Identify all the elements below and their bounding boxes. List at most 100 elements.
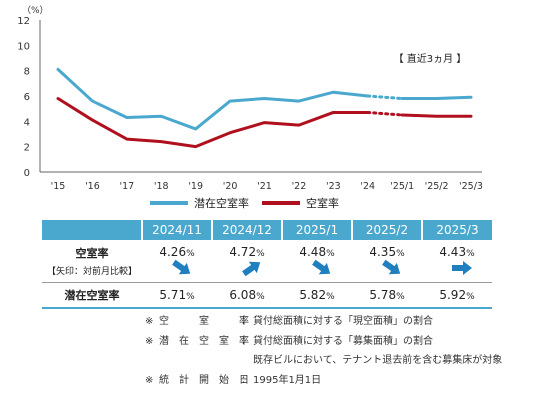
note-text: 貸付総面積に対する「募集面積」の割合 (253, 335, 433, 347)
vacancy-cell: 4.43% (422, 240, 492, 283)
vacancy-value: 4.48 (299, 244, 327, 259)
x-tick-label: '22 (292, 181, 307, 192)
note-text: 貸付総面積に対する「現空面積」の割合 (253, 316, 433, 327)
note-line: ※ 潜 在 空 室 率： 貸付総面積に対する「募集面積」の割合 (145, 332, 525, 352)
table-header-month: 2025/3 (421, 220, 492, 240)
series-line (56, 67, 370, 131)
trend-arrow-icon (240, 259, 264, 277)
vacancy-chart: （%） 0 2 4 6 8 10 12 '15 '16 '17 '18 '19 '20 '21 '22 '23 '… (17, 5, 483, 210)
note-term: 統 計 開 始 日 (159, 374, 249, 386)
note-mark: ※ (145, 316, 154, 327)
series-dashed-segment (366, 110, 404, 117)
x-tick-label: '16 (85, 181, 100, 192)
y-tick-label: 0 (24, 168, 30, 179)
pct-symbol: % (466, 291, 475, 302)
arrow-up-right-icon (242, 261, 261, 276)
latent-cell: 5.78% (352, 282, 422, 309)
vacancy-cell: 4.72% (212, 240, 282, 283)
note-line: ※ 空 室 率： 貸付総面積に対する「現空面積」の割合 (145, 312, 525, 332)
pct-symbol: % (396, 291, 405, 302)
rate-table-wrap: 2024/11 2024/12 2025/1 2025/2 2025/3 空室率… (42, 220, 492, 309)
latent-cell: 5.82% (282, 282, 352, 309)
latent-cell: 5.92% (422, 282, 492, 309)
latent-row-label: 潜在空室率 (42, 282, 142, 309)
recent-months-annotation: 【 直近3ヵ月 】 (394, 52, 467, 65)
note-colon: ： (241, 335, 251, 347)
trend-arrow-icon (380, 259, 404, 277)
trend-arrow-icon (450, 259, 474, 277)
table-header-row: 2024/11 2024/12 2025/1 2025/2 2025/3 (42, 220, 492, 240)
y-tick-label: 4 (24, 117, 30, 128)
series-dashed-segment (366, 94, 404, 101)
notes: ※ 空 室 率： 貸付総面積に対する「現空面積」の割合 ※ 潜 在 空 室 率： 貸付総… (145, 312, 525, 390)
pct-symbol: % (466, 248, 475, 259)
pct-symbol: % (396, 248, 405, 259)
x-tick-label: '24 (360, 181, 375, 192)
arrow-down-right-icon (312, 259, 331, 275)
y-tick-label: 12 (17, 16, 30, 27)
note-term: 潜 在 空 室 率 (159, 335, 249, 347)
latent-row: 潜在空室率 5.71% 6.08% 5.82% 5.78% 5.92% (42, 282, 492, 309)
x-tick-label: '25/3 (459, 181, 483, 192)
note-line: 既存ビルにおいて、テナント退去前を含む募集床が対象 (145, 351, 525, 371)
vacancy-value: 4.43 (439, 244, 467, 259)
y-unit-label: （%） (22, 5, 49, 16)
note-text: 既存ビルにおいて、テナント退去前を含む募集床が対象 (253, 355, 503, 366)
series-line (56, 97, 370, 149)
vacancy-row-label: 空室率 【矢印：対前月比較】 (42, 240, 142, 283)
x-tick-label: '19 (188, 181, 203, 192)
arrow-note: 【矢印：対前月比較】 (46, 266, 137, 277)
legend-label: 空室率 (306, 196, 339, 210)
latent-value: 6.08 (229, 287, 257, 302)
pct-symbol: % (186, 248, 195, 259)
pct-symbol: % (326, 248, 335, 259)
pct-symbol: % (256, 291, 265, 302)
vacancy-value: 4.72 (229, 244, 257, 259)
chart-svg: （%） 0 2 4 6 8 10 12 '15 '16 '17 '18 '19 '20 '21 '22 '23 '… (17, 5, 483, 210)
vacancy-row: 空室率 【矢印：対前月比較】 4.26% 4.72% 4.48% 4.35% 4… (42, 240, 492, 283)
vacancy-value: 4.35 (369, 244, 397, 259)
table-header-month: 2025/2 (351, 220, 422, 240)
note-mark: ※ (145, 335, 154, 347)
rate-table: 2024/11 2024/12 2025/1 2025/2 2025/3 空室率… (42, 220, 492, 309)
y-tick-label: 10 (17, 41, 30, 52)
legend-label: 潜在空室率 (194, 196, 249, 210)
x-tick-label: '15 (51, 181, 66, 192)
vacancy-cell: 4.35% (352, 240, 422, 283)
x-tick-label: '20 (223, 181, 238, 192)
latent-value: 5.82 (299, 287, 327, 302)
x-tick-label: '25/2 (425, 181, 449, 192)
vacancy-cell: 4.26% (142, 240, 212, 283)
vacancy-label: 空室率 (75, 246, 109, 260)
pct-symbol: % (186, 291, 195, 302)
x-tick-label: '23 (326, 181, 341, 192)
x-tick-label: '25/1 (390, 181, 414, 192)
y-tick-label: 2 (24, 143, 30, 154)
table-header-month: 2024/11 (141, 220, 212, 240)
trend-arrow-icon (170, 259, 194, 277)
note-line: ※ 統 計 開 始 日： 1995年1月1日 (145, 371, 525, 391)
arrow-down-right-icon (172, 259, 191, 275)
series-line (400, 95, 473, 101)
table-header-blank (42, 220, 142, 240)
table-header-month: 2025/1 (281, 220, 352, 240)
latent-cell: 6.08% (212, 282, 282, 309)
vacancy-cell: 4.48% (282, 240, 352, 283)
note-colon: ： (241, 374, 251, 386)
vacancy-value: 4.26 (159, 244, 187, 259)
pct-symbol: % (256, 248, 265, 259)
y-tick-label: 6 (24, 92, 30, 103)
arrow-down-right-icon (382, 259, 401, 275)
note-colon: ： (241, 316, 251, 327)
latent-cell: 5.71% (142, 282, 212, 309)
pct-symbol: % (326, 291, 335, 302)
arrow-right-icon (452, 260, 472, 275)
table-header-month: 2024/12 (211, 220, 282, 240)
x-tick-label: '18 (154, 181, 169, 192)
note-mark: ※ (145, 374, 154, 386)
x-tick-label: '21 (257, 181, 272, 192)
latent-value: 5.71 (159, 287, 187, 302)
note-term: 空 室 率 (159, 316, 249, 327)
trend-arrow-icon (310, 259, 334, 277)
x-tick-label: '17 (119, 181, 134, 192)
